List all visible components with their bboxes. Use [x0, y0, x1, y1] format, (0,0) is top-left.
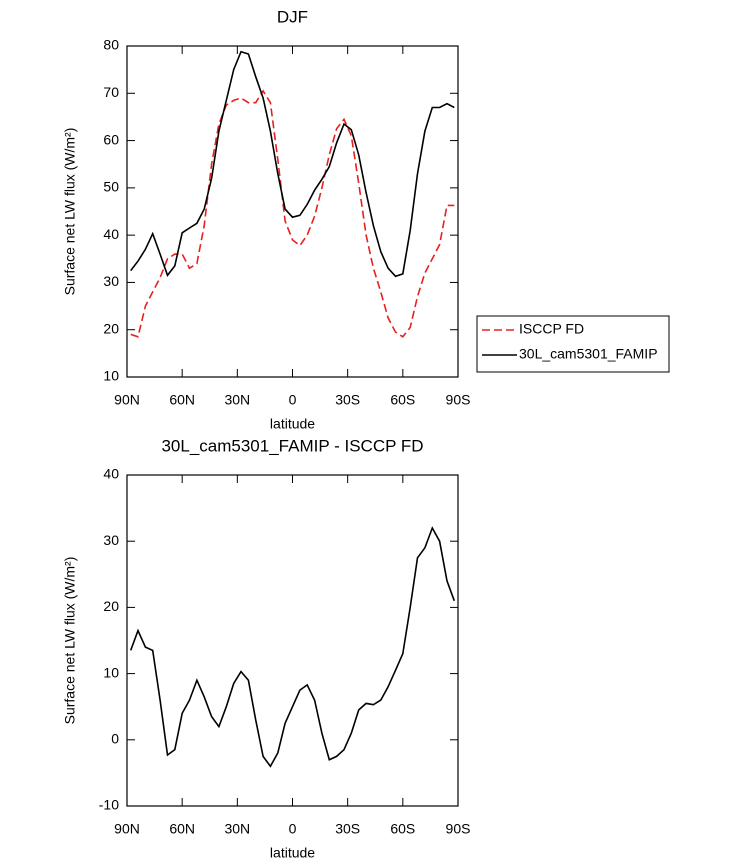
x-axis-label: latitude — [270, 416, 315, 432]
chart-title: 30L_cam5301_FAMIP - ISCCP FD — [161, 436, 423, 455]
x-tick-label: 60S — [390, 821, 415, 837]
y-tick-label: 40 — [103, 226, 119, 242]
x-tick-label: 90S — [446, 821, 471, 837]
x-tick-label: 0 — [289, 821, 297, 837]
data-line — [130, 50, 455, 278]
data-line — [129, 526, 456, 768]
legend-label: 30L_cam5301_FAMIP — [519, 346, 658, 362]
chart-title: DJF — [277, 7, 308, 26]
y-tick-label: 10 — [103, 664, 119, 680]
y-tick-label: 30 — [103, 273, 119, 289]
y-tick-label: 60 — [103, 131, 119, 147]
plot-frame — [126, 45, 459, 378]
y-tick-label: 20 — [103, 320, 119, 336]
x-tick-label: 90N — [114, 821, 140, 837]
legend-box — [476, 315, 670, 373]
y-tick-label: 40 — [103, 466, 119, 482]
y-axis-label: Surface net LW flux (W/m²) — [62, 557, 78, 725]
x-tick-label: 30N — [224, 392, 250, 408]
y-tick-label: 20 — [103, 598, 119, 614]
x-tick-label: 30N — [224, 821, 250, 837]
y-axis-label: Surface net LW flux (W/m²) — [62, 128, 78, 296]
y-tick-label: 50 — [103, 179, 119, 195]
legend-label: ISCCP FD — [519, 321, 584, 337]
x-tick-label: 90S — [446, 392, 471, 408]
y-tick-label: -10 — [99, 797, 119, 813]
x-tick-label: 60N — [169, 821, 195, 837]
y-tick-label: 30 — [103, 532, 119, 548]
y-tick-label: 0 — [111, 731, 119, 747]
x-axis-label: latitude — [270, 845, 315, 861]
y-tick-label: 70 — [103, 84, 119, 100]
x-tick-label: 90N — [114, 392, 140, 408]
y-tick-label: 80 — [103, 37, 119, 53]
x-tick-label: 30S — [335, 392, 360, 408]
data-line — [130, 89, 455, 338]
y-tick-label: 10 — [103, 368, 119, 384]
x-tick-label: 30S — [335, 821, 360, 837]
plot-frame — [126, 474, 459, 807]
x-tick-label: 0 — [289, 392, 297, 408]
x-tick-label: 60N — [169, 392, 195, 408]
x-tick-label: 60S — [390, 392, 415, 408]
